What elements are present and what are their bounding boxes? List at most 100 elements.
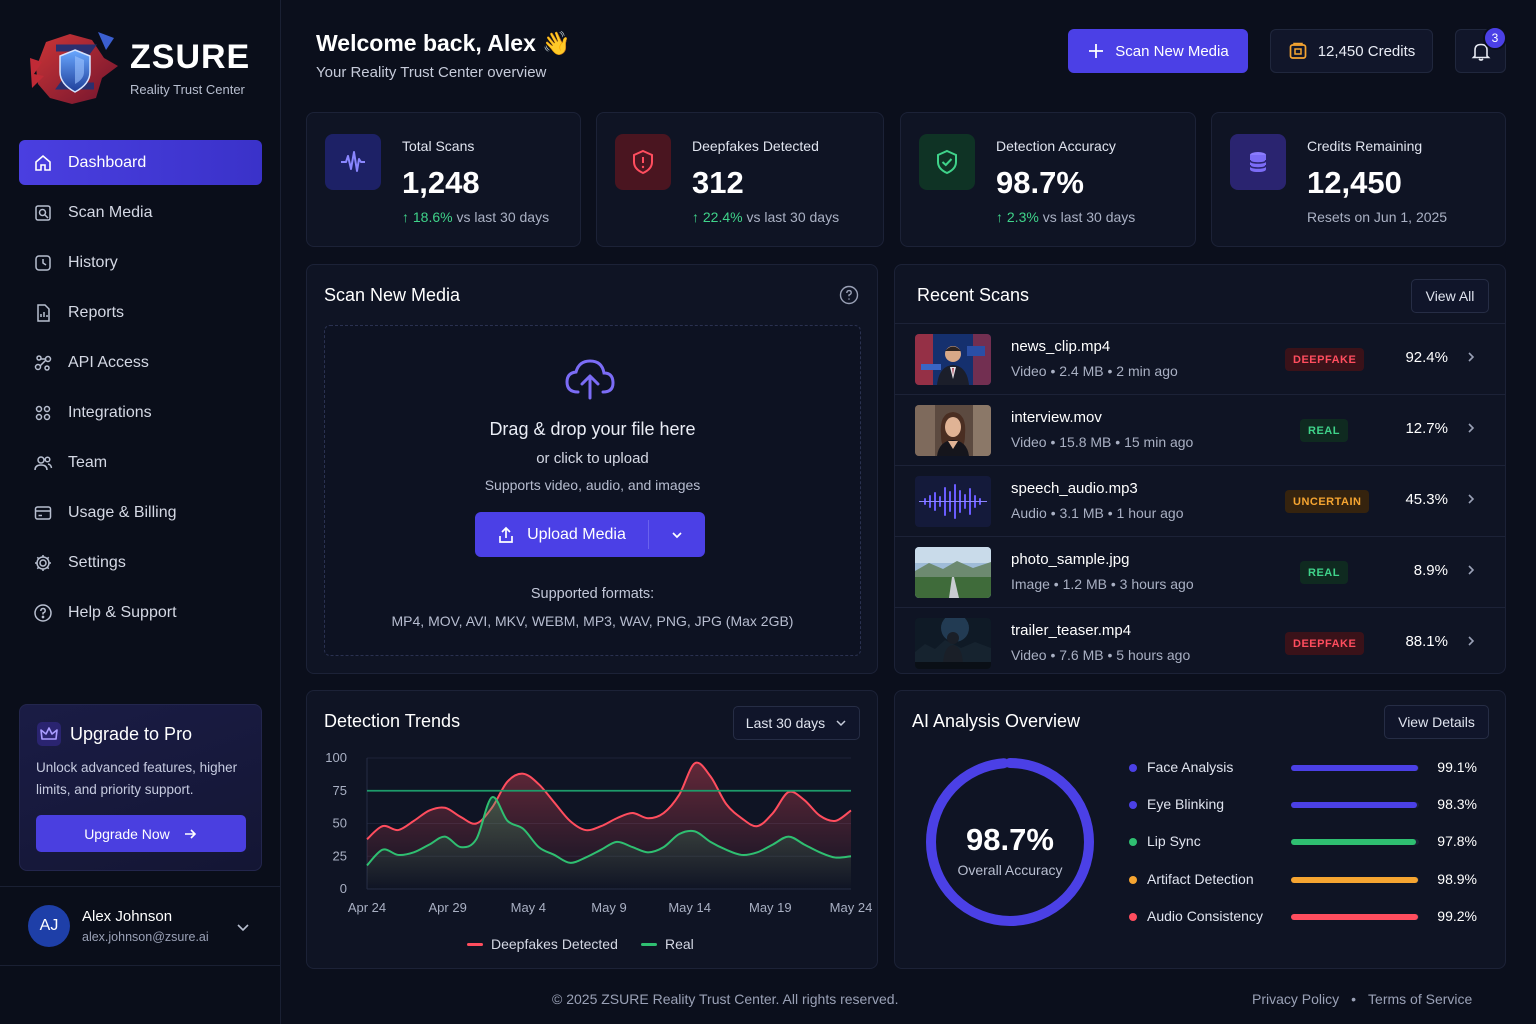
sidebar-item-help-support[interactable]: Help & Support bbox=[19, 590, 262, 635]
view-details-button[interactable]: View Details bbox=[1384, 705, 1489, 739]
scan-file-size: 2.4 MB bbox=[1059, 363, 1104, 379]
legend-item-deepfakes: Deepfakes Detected bbox=[467, 936, 618, 952]
arrow-right-icon bbox=[184, 828, 196, 839]
sidebar-item-integrations[interactable]: Integrations bbox=[19, 390, 262, 435]
legend-swatch bbox=[467, 942, 483, 946]
stat-card-total-scans: Total Scans 1,248 ↑ 18.6% vs last 30 day… bbox=[306, 112, 581, 247]
metric-dot bbox=[1129, 801, 1137, 809]
scan-new-media-button[interactable]: Scan New Media bbox=[1068, 29, 1248, 73]
status-badge: UNCERTAIN bbox=[1285, 490, 1370, 513]
terms-of-service-link[interactable]: Terms of Service bbox=[1368, 991, 1473, 1007]
footer-copyright: © 2025 ZSURE Reality Trust Center. All r… bbox=[552, 991, 899, 1007]
stat-trend-suffix: vs last 30 days bbox=[1042, 209, 1136, 225]
metric-label: Lip Sync bbox=[1147, 833, 1201, 849]
scan-row[interactable]: trailer_teaser.mp4 Video • 7.6 MB • 5 ho… bbox=[895, 607, 1506, 674]
upgrade-now-button[interactable]: Upgrade Now bbox=[36, 815, 246, 852]
api-icon bbox=[33, 353, 53, 373]
stat-trend-suffix: vs last 30 days bbox=[456, 209, 550, 225]
upload-options-dropdown[interactable] bbox=[649, 512, 705, 557]
stat-label: Total Scans bbox=[402, 138, 475, 154]
scan-thumbnail bbox=[915, 476, 991, 527]
metric-bar bbox=[1291, 877, 1419, 883]
shield-check-icon bbox=[919, 134, 975, 190]
scan-file-name: news_clip.mp4 bbox=[1011, 338, 1111, 355]
sidebar-item-api-access[interactable]: API Access bbox=[19, 340, 262, 385]
scan-file-type: Video bbox=[1011, 647, 1047, 663]
scan-thumbnail bbox=[915, 405, 991, 456]
metric-label: Face Analysis bbox=[1147, 759, 1234, 775]
sidebar-item-usage-billing[interactable]: Usage & Billing bbox=[19, 490, 262, 535]
upgrade-now-label: Upgrade Now bbox=[84, 825, 170, 842]
series-real-area bbox=[367, 797, 851, 889]
footer-separator: • bbox=[1351, 991, 1357, 1007]
scan-file-size: 3.1 MB bbox=[1059, 505, 1104, 521]
metric-bar bbox=[1291, 839, 1419, 845]
sidebar-item-reports[interactable]: Reports bbox=[19, 290, 262, 335]
x-tick-label: May 14 bbox=[668, 900, 711, 915]
help-icon[interactable] bbox=[839, 285, 859, 305]
stat-trend-suffix: vs last 30 days bbox=[746, 209, 840, 225]
sidebar-item-dashboard[interactable]: Dashboard bbox=[19, 140, 262, 185]
stat-trend-value: 18.6% bbox=[412, 209, 453, 225]
legend-item-real: Real bbox=[641, 936, 694, 952]
x-tick-label: May 4 bbox=[511, 900, 546, 915]
metric-bar bbox=[1291, 765, 1419, 771]
notifications-button[interactable]: 3 bbox=[1455, 26, 1507, 73]
privacy-policy-link[interactable]: Privacy Policy bbox=[1252, 991, 1340, 1007]
status-badge: REAL bbox=[1300, 419, 1348, 442]
status-badge: REAL bbox=[1300, 561, 1348, 584]
series-real-line bbox=[366, 796, 852, 867]
brand[interactable]: ZSURE Reality Trust Center bbox=[26, 28, 250, 108]
upload-media-button[interactable]: Upload Media bbox=[475, 512, 705, 557]
sidebar-item-label: Integrations bbox=[68, 403, 152, 421]
chevron-down-icon[interactable] bbox=[235, 919, 251, 935]
user-profile[interactable]: AJ Alex Johnson alex.johnson@zsure.ai bbox=[0, 886, 281, 966]
scan-row[interactable]: photo_sample.jpg Image • 1.2 MB • 3 hour… bbox=[895, 536, 1506, 607]
sidebar-item-settings[interactable]: Settings bbox=[19, 540, 262, 585]
scan-row[interactable]: speech_audio.mp3 Audio • 3.1 MB • 1 hour… bbox=[895, 465, 1506, 536]
metric-bar-fill bbox=[1291, 765, 1418, 771]
stat-value: 12,450 bbox=[1307, 165, 1402, 200]
user-email: alex.johnson@zsure.ai bbox=[82, 930, 209, 944]
stat-card-deepfakes: Deepfakes Detected 312 ↑ 22.4% vs last 3… bbox=[596, 112, 884, 247]
sidebar-item-label: API Access bbox=[68, 353, 149, 371]
y-tick-label: 25 bbox=[333, 848, 347, 863]
scan-score: 88.1% bbox=[1405, 633, 1448, 650]
legend-label: Real bbox=[665, 936, 694, 952]
metric-eye-blinking: Eye Blinking 98.3% bbox=[1127, 793, 1487, 817]
metric-value: 99.2% bbox=[1437, 908, 1477, 924]
scan-score: 12.7% bbox=[1405, 420, 1448, 437]
scan-row[interactable]: interview.mov Video • 15.8 MB • 15 min a… bbox=[895, 394, 1506, 465]
scan-meta: Video • 2.4 MB • 2 min ago bbox=[1011, 363, 1178, 379]
panel-title: Detection Trends bbox=[324, 711, 461, 731]
date-range-select[interactable]: Last 30 days bbox=[733, 706, 860, 740]
file-dropzone[interactable]: Drag & drop your file here or click to u… bbox=[324, 325, 861, 656]
stat-label: Deepfakes Detected bbox=[692, 138, 819, 154]
sidebar-item-history[interactable]: History bbox=[19, 240, 262, 285]
sidebar-item-scan-media[interactable]: Scan Media bbox=[19, 190, 262, 235]
zsure-logo-icon bbox=[30, 32, 118, 104]
upload-media-main[interactable]: Upload Media bbox=[475, 512, 648, 557]
scan-row[interactable]: news_clip.mp4 Video • 2.4 MB • 2 min ago… bbox=[895, 323, 1506, 394]
chevron-right-icon bbox=[1468, 494, 1475, 504]
y-tick-label: 50 bbox=[333, 816, 347, 831]
chevron-right-icon bbox=[1468, 565, 1475, 575]
chevron-down-icon bbox=[672, 531, 682, 538]
scan-file-size: 7.6 MB bbox=[1059, 647, 1104, 663]
sidebar-item-team[interactable]: Team bbox=[19, 440, 262, 485]
home-icon bbox=[33, 153, 53, 173]
supported-formats-list: MP4, MOV, AVI, MKV, WEBM, MP3, WAV, PNG,… bbox=[391, 613, 794, 629]
help-icon bbox=[33, 603, 53, 623]
stat-trend: ↑ 18.6% vs last 30 days bbox=[402, 209, 550, 225]
scan-time: 2 min ago bbox=[1116, 363, 1178, 379]
supported-formats-label: Supported formats: bbox=[530, 586, 655, 602]
stat-trend-value: 2.3% bbox=[1006, 209, 1039, 225]
metric-value: 97.8% bbox=[1437, 833, 1477, 849]
credits-display[interactable]: 12,450 Credits bbox=[1270, 29, 1433, 73]
scan-file-size: 15.8 MB bbox=[1059, 434, 1112, 450]
metric-artifact-detection: Artifact Detection 98.9% bbox=[1127, 868, 1487, 892]
stat-card-credits: Credits Remaining 12,450 Resets on Jun 1… bbox=[1211, 112, 1506, 247]
chevron-right-icon bbox=[1468, 636, 1475, 646]
date-range-label: Last 30 days bbox=[745, 715, 826, 731]
view-all-button[interactable]: View All bbox=[1411, 279, 1489, 313]
